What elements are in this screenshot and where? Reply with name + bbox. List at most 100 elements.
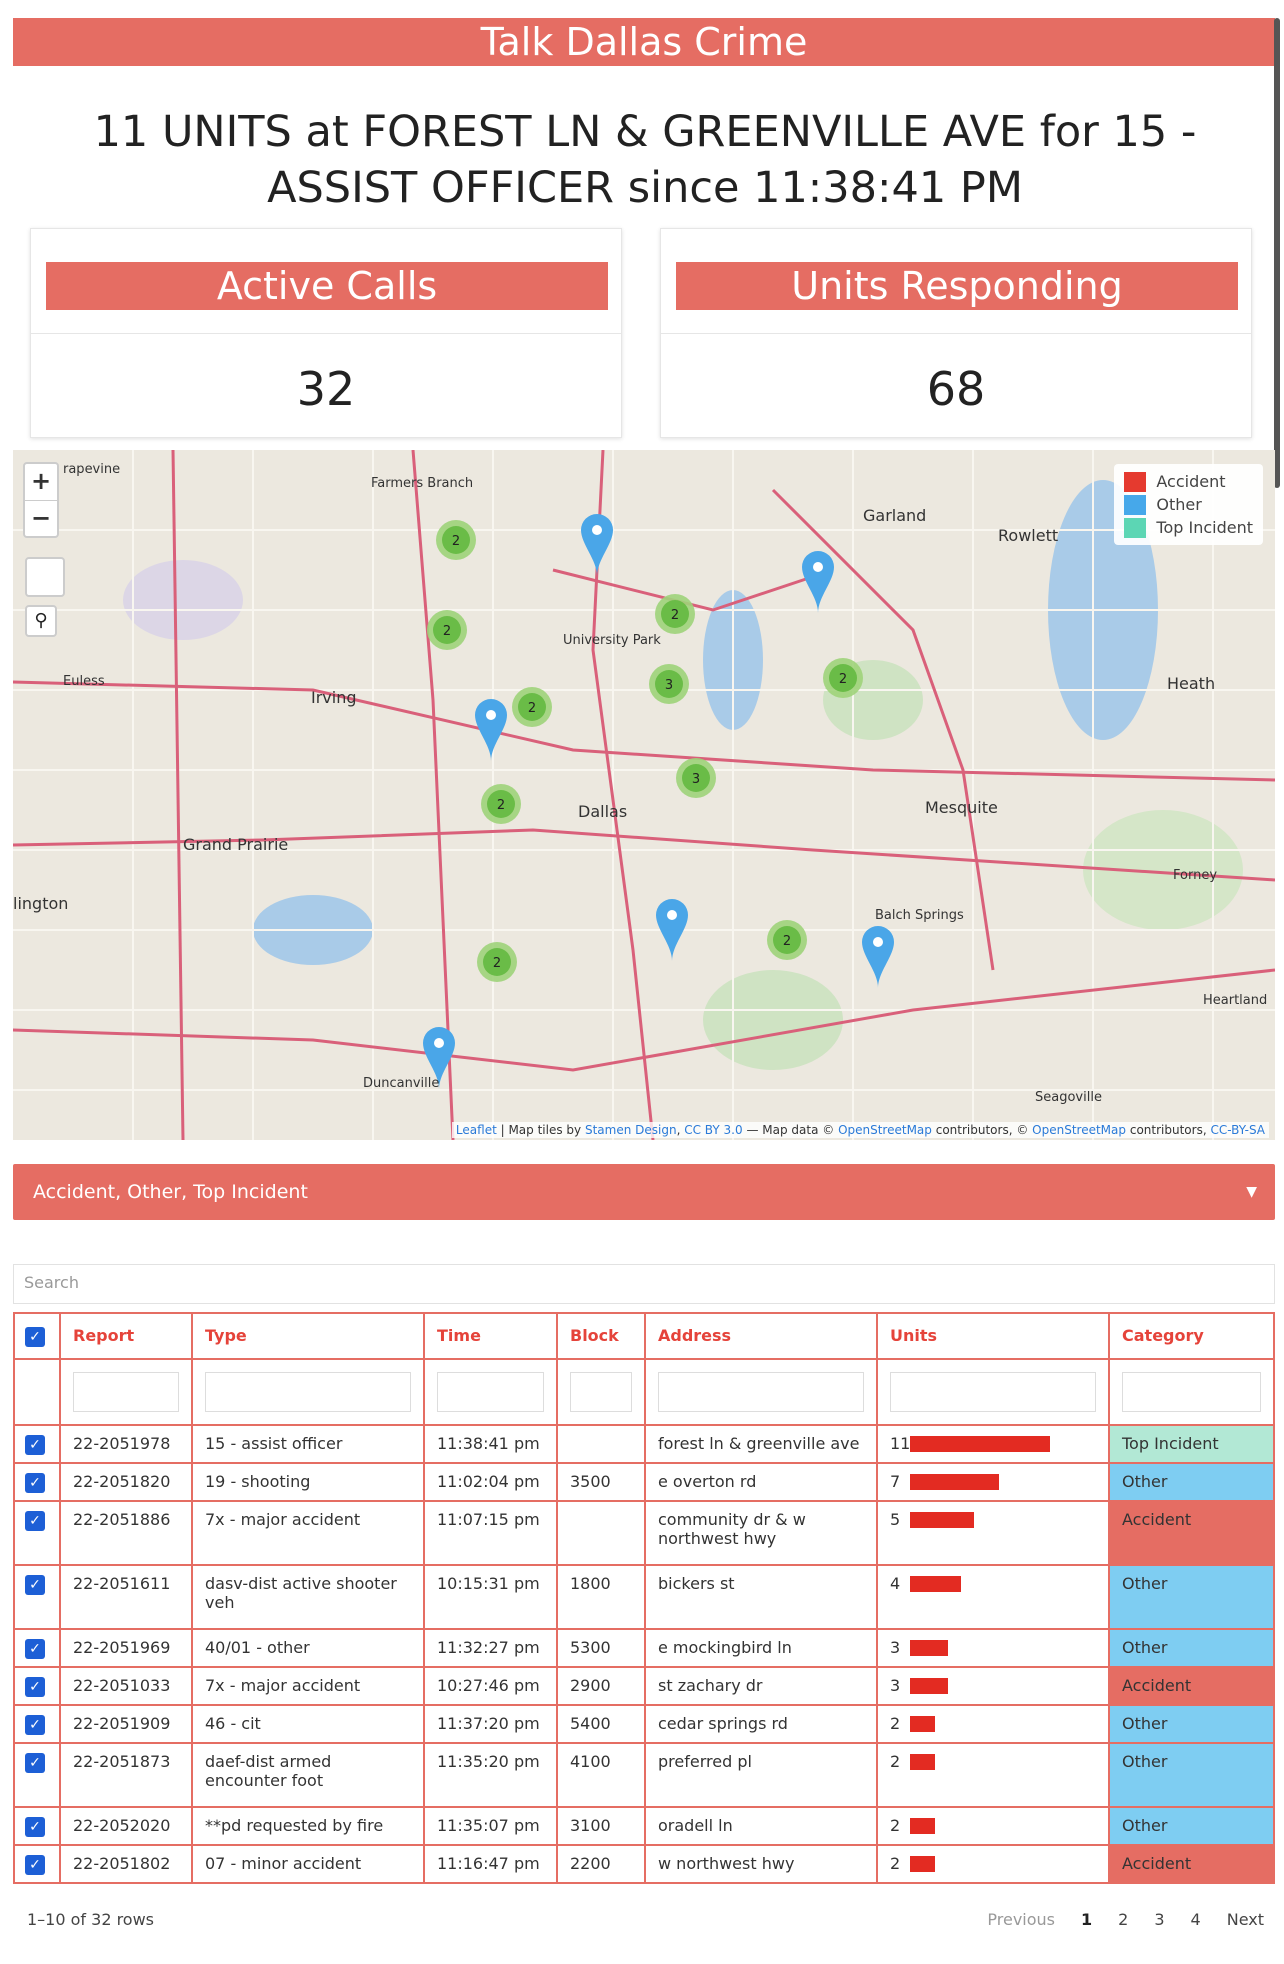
time-cell: 11:37:20 pm — [423, 1704, 558, 1744]
table-row[interactable]: ✓ 22-2051802 07 - minor accident 11:16:47 p… — [13, 1844, 1275, 1884]
search-input[interactable]: Search — [13, 1264, 1275, 1304]
table-row[interactable]: ✓ 22-2051820 19 - shooting 11:02:04 pm 3500 e… — [13, 1462, 1275, 1502]
block-cell: 4100 — [556, 1742, 646, 1808]
row-select-cell[interactable]: ✓ — [13, 1704, 61, 1744]
type-filter-input[interactable] — [205, 1372, 411, 1412]
page-1-button[interactable]: 1 — [1081, 1910, 1093, 1929]
units-count: 7 — [890, 1472, 901, 1491]
incident-map[interactable]: 2 2 2 3 2 2 3 2 2 2 Garland Rowlett Heat… — [13, 450, 1275, 1140]
stamen-link[interactable]: Stamen Design — [584, 1123, 677, 1137]
report-filter-input[interactable] — [73, 1372, 179, 1412]
category-filter-dropdown[interactable]: Accident, Other, Top Incident ▼ — [13, 1164, 1275, 1220]
time-cell: 11:38:41 pm — [423, 1424, 558, 1464]
column-header-block[interactable]: Block — [556, 1312, 646, 1360]
filter-cell — [556, 1358, 646, 1426]
units-filter-input[interactable] — [890, 1372, 1096, 1412]
cc-link[interactable]: CC BY 3.0 — [684, 1123, 743, 1137]
row-select-cell[interactable]: ✓ — [13, 1806, 61, 1846]
page-3-button[interactable]: 3 — [1154, 1910, 1165, 1929]
previous-page-button[interactable]: Previous — [987, 1910, 1056, 1929]
next-page-button[interactable]: Next — [1226, 1910, 1264, 1929]
table-row[interactable]: ✓ 22-2051033 7x - major accident 10:27:46 p… — [13, 1666, 1275, 1706]
table-row[interactable]: ✓ 22-2051886 7x - major accident 11:07:15 p… — [13, 1500, 1275, 1566]
row-select-cell[interactable]: ✓ — [13, 1844, 61, 1884]
address-cell: e overton rd — [644, 1462, 878, 1502]
scrollbar[interactable] — [1274, 18, 1280, 488]
card-divider — [31, 333, 621, 334]
units-responding-value: 68 — [926, 362, 986, 416]
search-icon[interactable]: ⚲ — [25, 605, 57, 637]
page-2-button[interactable]: 2 — [1118, 1910, 1129, 1929]
rows-info: 1–10 of 32 rows — [27, 1910, 155, 1929]
checkbox-icon[interactable]: ✓ — [25, 1575, 45, 1595]
osm-link[interactable]: OpenStreetMap — [1032, 1123, 1127, 1137]
checkbox-icon[interactable]: ✓ — [25, 1677, 45, 1697]
column-header-units[interactable]: Units — [876, 1312, 1110, 1360]
zoom-in-button[interactable]: + — [30, 467, 52, 495]
map-layer-button[interactable] — [25, 557, 65, 597]
address-cell: forest ln & greenville ave — [644, 1424, 878, 1464]
column-header-category[interactable]: Category — [1108, 1312, 1275, 1360]
row-select-cell[interactable]: ✓ — [13, 1564, 61, 1630]
column-header-report[interactable]: Report — [59, 1312, 193, 1360]
time-filter-input[interactable] — [437, 1372, 544, 1412]
units-bar — [910, 1473, 999, 1490]
units-count: 11 — [890, 1434, 911, 1453]
units-cell: 11 — [876, 1424, 1110, 1464]
table-row[interactable]: ✓ 22-2051873 daef-dist armed encounter foo… — [13, 1742, 1275, 1808]
legend-item-top-incident: Top Incident — [1124, 516, 1253, 539]
checkbox-icon[interactable]: ✓ — [25, 1639, 45, 1659]
checkbox-icon[interactable]: ✓ — [25, 1855, 45, 1875]
category-cell: Accident — [1108, 1666, 1275, 1706]
block-filter-input[interactable] — [570, 1372, 632, 1412]
page-4-button[interactable]: 4 — [1190, 1910, 1201, 1929]
column-header-type[interactable]: Type — [191, 1312, 425, 1360]
address-cell: e mockingbird ln — [644, 1628, 878, 1668]
units-cell: 2 — [876, 1806, 1110, 1846]
cluster-count: 2 — [528, 701, 536, 716]
row-select-cell[interactable]: ✓ — [13, 1628, 61, 1668]
checkbox-icon[interactable]: ✓ — [25, 1715, 45, 1735]
checkbox-icon[interactable]: ✓ — [25, 1753, 45, 1773]
osm-link[interactable]: OpenStreetMap — [838, 1123, 932, 1137]
zoom-out-button[interactable]: − — [25, 500, 57, 536]
row-select-cell[interactable]: ✓ — [13, 1666, 61, 1706]
category-filter-input[interactable] — [1122, 1372, 1261, 1412]
cluster-count: 2 — [497, 798, 505, 813]
cluster-count: 2 — [493, 956, 501, 971]
select-all-checkbox[interactable]: ✓ — [13, 1312, 61, 1360]
block-cell: 5300 — [556, 1628, 646, 1668]
leaflet-link[interactable]: Leaflet — [455, 1123, 497, 1137]
units-count: 2 — [890, 1752, 901, 1771]
table-row[interactable]: ✓ 22-2051978 15 - assist officer 11:38:41 p… — [13, 1424, 1275, 1464]
row-select-cell[interactable]: ✓ — [13, 1462, 61, 1502]
checkbox-icon[interactable]: ✓ — [25, 1435, 45, 1455]
category-cell: Other — [1108, 1462, 1275, 1502]
row-select-cell[interactable]: ✓ — [13, 1424, 61, 1464]
table-row[interactable]: ✓ 22-2051611 dasv-dist active shooter veh 1… — [13, 1564, 1275, 1630]
column-header-time[interactable]: Time — [423, 1312, 558, 1360]
map-attribution: Leaflet | Map tiles by Stamen Design, CC… — [451, 1122, 1269, 1138]
cluster-count: 3 — [692, 772, 700, 787]
table-row[interactable]: ✓ 22-2052020 **pd requested by fire 11:35:0… — [13, 1806, 1275, 1846]
zoom-control: + − — [23, 462, 59, 538]
checkbox-icon[interactable]: ✓ — [25, 1473, 45, 1493]
column-header-address[interactable]: Address — [644, 1312, 878, 1360]
time-cell: 11:35:07 pm — [423, 1806, 558, 1846]
report-cell: 22-2051611 — [59, 1564, 193, 1630]
checkbox-icon[interactable]: ✓ — [25, 1511, 45, 1531]
report-cell: 22-2051802 — [59, 1844, 193, 1884]
table-row[interactable]: ✓ 22-2051969 40/01 - other 11:32:27 pm 5300 e… — [13, 1628, 1275, 1668]
time-cell: 10:15:31 pm — [423, 1564, 558, 1630]
table-row[interactable]: ✓ 22-2051909 46 - cit 11:37:20 pm 5400 cedar … — [13, 1704, 1275, 1744]
row-select-cell[interactable]: ✓ — [13, 1742, 61, 1808]
units-count: 2 — [890, 1854, 901, 1873]
checkbox-icon[interactable]: ✓ — [25, 1817, 45, 1837]
ccsa-link[interactable]: CC-BY-SA — [1210, 1123, 1265, 1137]
legend-swatch — [1124, 494, 1147, 515]
address-filter-input[interactable] — [658, 1372, 864, 1412]
row-select-cell[interactable]: ✓ — [13, 1500, 61, 1566]
checkbox-icon[interactable]: ✓ — [25, 1327, 45, 1347]
attribution-text: contributors, © — [935, 1123, 1029, 1137]
type-cell: 40/01 - other — [191, 1628, 425, 1668]
